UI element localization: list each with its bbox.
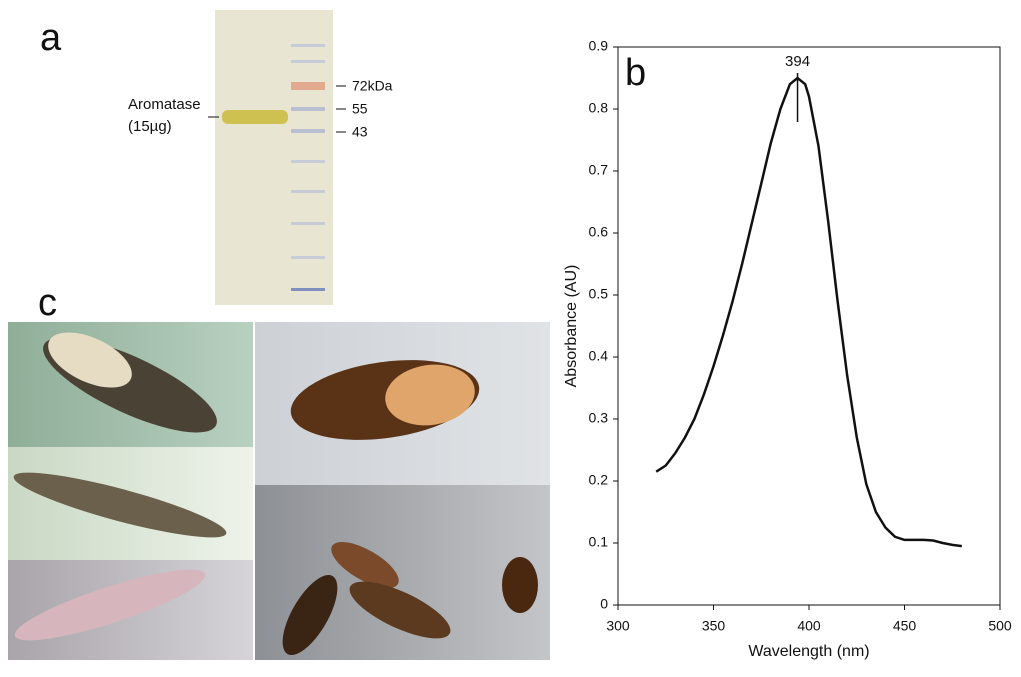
y-tick-label: 0 (600, 596, 608, 612)
y-axis-label: Absorbance (AU) (563, 265, 580, 388)
y-tick-label: 0.3 (589, 410, 609, 426)
crystal (349, 581, 451, 639)
crystal (385, 364, 475, 426)
ladder (291, 44, 325, 291)
x-tick-label: 500 (988, 618, 1012, 634)
crystal (282, 575, 338, 655)
x-tick-label: 350 (702, 618, 726, 634)
gel-panel: a Aromatase (15µg) 72kDa 55 43 (40, 10, 393, 305)
y-tick-label: 0.8 (589, 100, 609, 116)
spectrum-chart: b Wavelength (nm) Absorbance (AU) 0 0.1 0.… (563, 38, 1012, 661)
crystal (502, 557, 538, 613)
marker-label: 72kDa (352, 78, 393, 94)
marker-label: 55 (352, 101, 368, 117)
y-tick-label: 0.1 (589, 534, 609, 550)
gel (215, 10, 333, 305)
panel-label: c (38, 282, 57, 324)
peak-label: 394 (785, 53, 810, 70)
x-tick-label: 400 (797, 618, 821, 634)
plot-frame (617, 46, 1001, 606)
crystal (331, 541, 399, 589)
y-tick-label: 0.6 (589, 224, 609, 240)
x-tick-label: 300 (606, 618, 630, 634)
crystal (14, 569, 206, 641)
y-tick-label: 0.9 (589, 38, 609, 54)
y-tick-label: 0.4 (589, 348, 609, 364)
crystal-photos: c (8, 282, 550, 660)
crystal (48, 332, 132, 388)
y-tick-label: 0.5 (589, 286, 609, 302)
y-tick-label: 0.7 (589, 162, 609, 178)
marker-label: 43 (352, 124, 368, 140)
panel-label: b (625, 52, 646, 94)
x-tick-label: 450 (893, 618, 917, 634)
panel-label: a (40, 17, 62, 59)
spectrum-line (655, 76, 962, 548)
amount-label: (15µg) (128, 118, 172, 135)
x-axis-label: Wavelength (nm) (748, 643, 869, 660)
protein-label: Aromatase (128, 96, 201, 113)
crystal (13, 472, 227, 538)
y-tick-label: 0.2 (589, 472, 609, 488)
sample-band (222, 110, 288, 124)
